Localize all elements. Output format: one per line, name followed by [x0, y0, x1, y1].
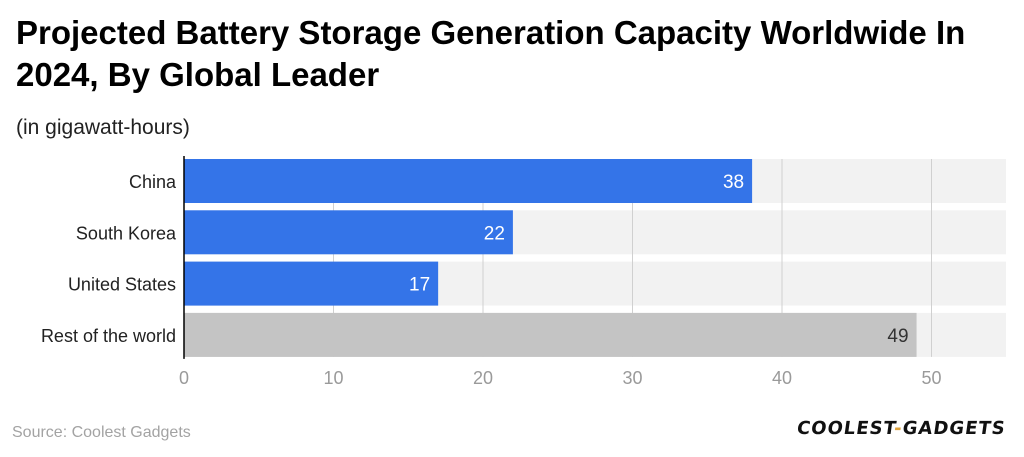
bar-value-label: 49: [887, 326, 908, 347]
bar-value-label: 22: [484, 223, 505, 244]
bar-value-label: 17: [409, 275, 430, 296]
category-label: South Korea: [76, 223, 177, 243]
bar: [184, 312, 917, 357]
x-tick-label: 20: [473, 368, 493, 388]
x-tick-label: 30: [622, 368, 642, 388]
x-tick-label: 50: [921, 368, 941, 388]
category-label: China: [129, 172, 177, 192]
bar: [184, 159, 753, 203]
category-label: Rest of the world: [41, 326, 176, 346]
bar: [184, 210, 513, 255]
x-tick-label: 40: [772, 368, 792, 388]
category-label: United States: [68, 275, 176, 295]
chart-title: Projected Battery Storage Generation Cap…: [16, 14, 966, 93]
coolest-gadgets-logo: COOLEST-GADGETS: [795, 418, 1008, 439]
source-note: Source: Coolest Gadgets: [12, 424, 191, 441]
bar-value-label: 38: [723, 172, 744, 193]
x-tick-label: 10: [323, 368, 343, 388]
bar: [184, 261, 439, 306]
chart-subtitle: (in gigawatt-hours): [16, 116, 190, 139]
x-tick-label: 0: [179, 368, 189, 388]
bar-chart: 38 China 22 South Korea 17 United States 49 Res…: [41, 156, 1006, 388]
